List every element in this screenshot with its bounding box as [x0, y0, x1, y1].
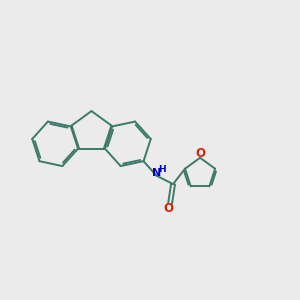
Text: N: N	[152, 168, 161, 178]
Text: O: O	[195, 147, 205, 160]
Text: H: H	[158, 165, 166, 174]
Text: O: O	[164, 202, 174, 215]
